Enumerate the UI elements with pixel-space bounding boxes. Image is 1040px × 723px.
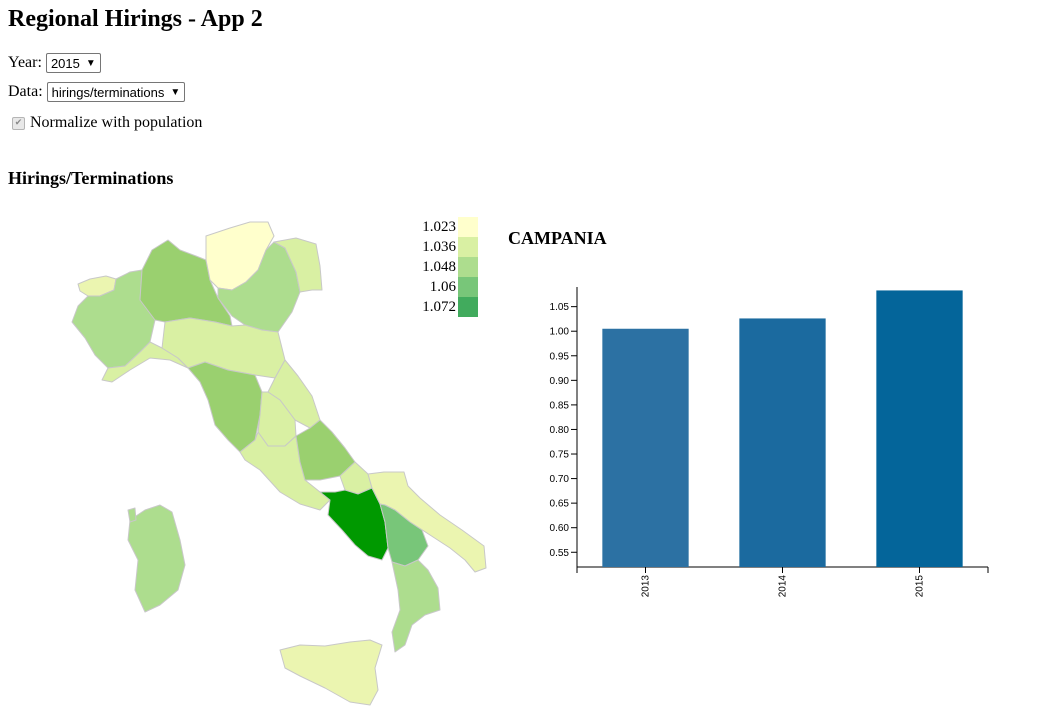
y-tick-label: 0.95 (550, 351, 570, 362)
legend-item: 1.048 (412, 257, 478, 277)
x-tick-label: 2014 (778, 575, 789, 598)
year-label: Year: (8, 54, 42, 71)
region-sicilia[interactable] (279, 639, 383, 706)
normalize-label: Normalize with population (30, 114, 203, 131)
legend-swatch (458, 217, 478, 237)
section-title: Hirings/Terminations (8, 168, 174, 188)
island-corsica (127, 507, 137, 523)
normalize-control: ✔ Normalize with population (8, 114, 202, 132)
page-title: Regional Hirings - App 2 (8, 6, 263, 32)
italy-map (71, 221, 487, 706)
legend-label: 1.072 (422, 298, 456, 315)
data-control: Data: hirings/terminations ▼ (8, 82, 186, 102)
data-select-value: hirings/terminations (51, 84, 165, 100)
bar (602, 328, 689, 567)
y-tick-label: 0.90 (550, 376, 570, 387)
y-tick-label: 0.55 (550, 548, 570, 559)
y-tick-label: 0.80 (550, 425, 570, 436)
map-legend: 1.023 1.036 1.048 1.06 1.072 (412, 217, 478, 317)
x-tick-label: 2015 (915, 575, 926, 598)
legend-label: 1.036 (422, 238, 456, 255)
dropdown-caret-icon: ▼ (170, 86, 181, 98)
legend-item: 1.072 (412, 297, 478, 317)
checkmark-icon: ✔ (14, 117, 23, 128)
legend-swatch (458, 277, 478, 297)
region-basilicata[interactable] (379, 503, 429, 567)
legend-item: 1.06 (412, 277, 478, 297)
year-control: Year: 2015 ▼ (8, 53, 101, 73)
bar (876, 290, 963, 567)
region-lazio[interactable] (239, 431, 331, 511)
y-tick-label: 0.70 (550, 474, 570, 485)
normalize-checkbox[interactable]: ✔ (12, 116, 25, 130)
y-tick-label: 1.00 (550, 327, 570, 338)
dropdown-caret-icon: ▼ (85, 57, 96, 69)
bar (739, 318, 826, 567)
legend-label: 1.06 (429, 278, 456, 295)
year-select[interactable]: 2015 ▼ (45, 53, 101, 73)
region-lombardia[interactable] (139, 239, 233, 327)
legend-label: 1.048 (422, 258, 456, 275)
data-label: Data: (8, 83, 43, 100)
x-tick-label: 2013 (641, 575, 652, 598)
legend-item: 1.036 (412, 237, 478, 257)
region-bar-chart: 0.55 0.60 0.65 0.70 0.75 0.80 0.85 0.90 0.95 1.00… (550, 287, 989, 598)
region-friuli[interactable] (273, 237, 323, 293)
legend-item: 1.023 (412, 217, 478, 237)
data-select[interactable]: hirings/terminations ▼ (46, 82, 186, 102)
region-calabria[interactable] (391, 559, 441, 653)
y-tick-label: 0.75 (550, 450, 570, 461)
region-sardegna[interactable] (127, 504, 186, 613)
legend-label: 1.023 (422, 218, 456, 235)
region-toscana[interactable] (187, 361, 263, 453)
y-tick-label: 0.60 (550, 523, 570, 534)
y-tick-label: 0.65 (550, 499, 570, 510)
selected-region-title: CAMPANIA (508, 228, 607, 248)
legend-swatch (458, 237, 478, 257)
legend-swatch (458, 257, 478, 277)
year-select-value: 2015 (50, 55, 80, 71)
legend-swatch (458, 297, 478, 317)
y-tick-label: 0.85 (550, 400, 570, 411)
y-tick-label: 1.05 (550, 302, 570, 313)
